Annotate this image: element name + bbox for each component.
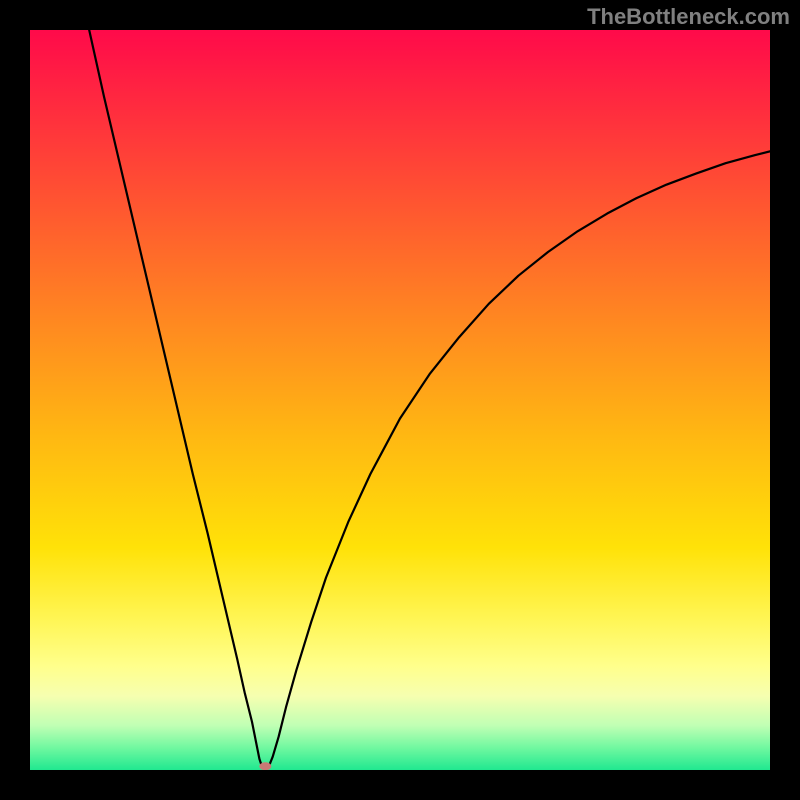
optimum-marker bbox=[259, 762, 271, 770]
watermark-text: TheBottleneck.com bbox=[587, 4, 790, 30]
plot-background bbox=[30, 30, 770, 770]
plot-svg bbox=[30, 30, 770, 770]
plot-area bbox=[30, 30, 770, 770]
chart-outer: TheBottleneck.com bbox=[0, 0, 800, 800]
